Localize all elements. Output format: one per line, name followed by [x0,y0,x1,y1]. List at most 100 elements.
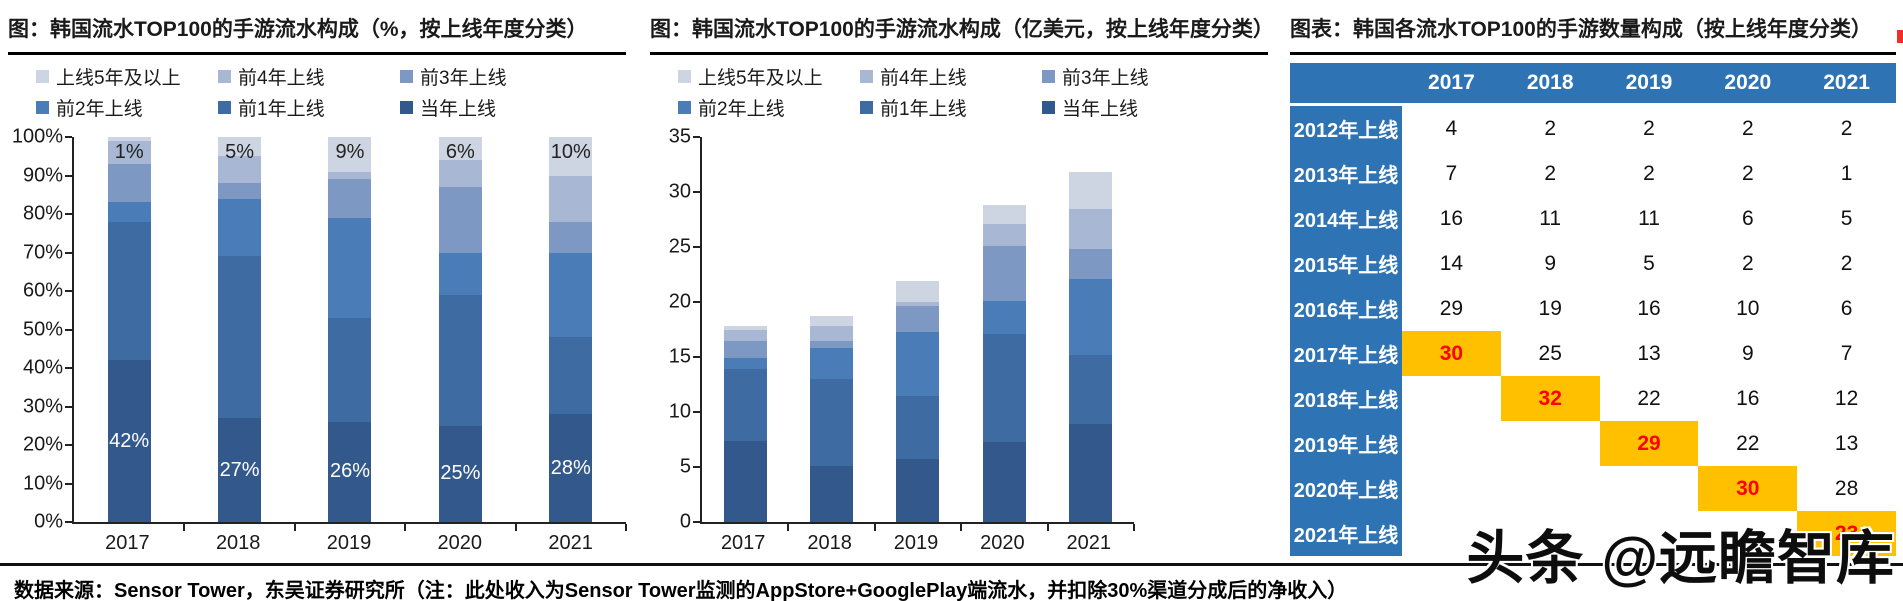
legend-label: 前1年上线 [238,99,325,120]
legend-swatch-icon [860,70,873,83]
x-axis-tick [404,524,407,531]
x-axis-category-label: 2017 [720,532,766,554]
table-header-corner-cell [1290,63,1402,106]
legend-label: 上线5年及以上 [698,68,823,89]
legend-label: 前2年上线 [56,99,143,120]
bar-bottom-value-label: 26% [329,460,370,483]
x-axis-category-label: 2019 [893,532,939,554]
value-cell: 6 [1797,286,1896,331]
value-cell: 29 [1402,286,1501,331]
bar-top-value-label: 9% [335,141,365,163]
table-header-year-cell: 2021 [1797,63,1896,106]
value-cell: 14 [1402,241,1501,286]
y-axis-tick [693,301,700,303]
table-row: 2016年上线 29 19 16 10 6 [1290,286,1896,331]
legend-item: 前4年上线 [218,63,400,90]
row-label-cell: 2014年上线 [1290,196,1402,241]
stacked-bar-2019 [896,137,940,522]
bar-segment [810,316,854,327]
bar-segment [723,329,767,341]
table-row: 2014年上线 16 11 11 6 5 [1290,196,1896,241]
value-cell [1599,466,1699,511]
table-row: 2012年上线 4 2 2 2 2 [1290,104,1896,151]
value-cell [1402,511,1501,556]
bar-segment [549,252,593,338]
bars-container [702,137,1134,522]
value-cell: 2 [1599,104,1699,151]
x-axis-category-label: 2017 [105,532,150,554]
stacked-bar-chart-usd: 35 30 25 20 15 10 5 0 2017 2018 2019 2020 2021 [650,126,1268,555]
legend-revenue-share: 上线5年及以上 前4年上线 前3年上线 前2年上线 前1年上线 当年上线 [8,55,626,121]
stacked-bar-chart-percent: 100% 90% 80% 70% 60% 50% 40% 30% 20% 10% 0% 42% 1% 2… [8,126,627,555]
bar-segment [328,317,372,422]
bar-segment [723,440,767,522]
bar-segment [218,256,262,419]
bar-segment [107,137,151,141]
panel-game-count-table: 图表：韩国各流水TOP100的手游数量构成（按上线年度分类） 2017 2018 2… [1290,6,1896,556]
bar-bottom-value-label: 42% [109,429,150,452]
source-note: 数据来源：Sensor Tower，东吴证券研究所（注：此处收入为Sensor … [14,580,1348,601]
value-cell: 2 [1698,104,1798,151]
y-axis-tick [693,411,700,413]
bar-segment [438,294,482,426]
table-header-row: 2017 2018 2019 2020 2021 [1290,63,1896,106]
value-cell: 22 [1698,421,1798,466]
x-axis-years: 2017 2018 2019 2020 2021 [72,524,626,555]
x-axis-tick [1046,524,1049,531]
footer-divider [0,563,1903,566]
stacked-bar-2017: 42% 1% [107,137,151,522]
bar-segment [982,205,1026,224]
bar-segment [218,183,262,199]
stacked-bar-2018: 27% 5% [218,137,262,522]
x-axis-category-label: 2020 [437,532,483,554]
legend-item: 当年上线 [1042,94,1224,121]
y-axis-tick [65,213,72,215]
table-row: 2019年上线 29 22 13 [1290,421,1896,466]
value-cell: 12 [1797,376,1896,421]
y-axis-tick [65,444,72,446]
legend-label: 当年上线 [1062,99,1139,120]
stacked-bar-2017 [723,137,767,522]
y-axis-tick [65,367,72,369]
legend-item: 前3年上线 [1042,63,1224,90]
legend-item: 前2年上线 [36,94,218,121]
bar-segment [1069,424,1113,522]
row-label-cell: 2016年上线 [1290,286,1402,331]
y-axis-tick [65,482,72,485]
legend-item: 前1年上线 [860,94,1042,121]
bar-segment [723,326,767,330]
legend-swatch-icon [1042,101,1055,114]
y-axis-tick [65,328,72,331]
bar-segment [896,306,940,332]
plot-area-usd [693,136,1135,531]
value-cell: 5 [1797,196,1896,241]
bar-segment [982,300,1026,334]
value-cell: 11 [1599,196,1699,241]
table-header: 2017 2018 2019 2020 2021 [1290,63,1896,106]
y-axis-tick [693,136,700,138]
value-cell: 9 [1698,331,1798,376]
legend-label: 前1年上线 [880,99,967,120]
y-axis-tick-label: 10 [668,400,691,423]
y-axis-tick [693,191,700,193]
value-cell [1698,511,1798,556]
y-axis-tick-label: 60% [22,279,63,302]
bar-segment [328,217,372,318]
table-body: 2012年上线 4 2 2 2 2 2013年上线 7 2 2 2 1 2014年上线 16 11 11 6 5 2… [1290,104,1896,556]
stacked-bar-2021: 28% 10% [549,137,593,522]
bar-bottom-value-label: 28% [550,456,591,479]
bar-segment [218,137,262,157]
bar-segment [218,198,262,257]
legend-swatch-icon [678,101,691,114]
legend-item: 上线5年及以上 [678,63,860,90]
legend-label: 上线5年及以上 [56,68,181,89]
bar-segment [328,137,372,172]
x-axis-years: 2017 2018 2019 2020 2021 [700,524,1132,555]
value-cell-highlighted: 29 [1599,421,1699,466]
legend-item: 上线5年及以上 [36,63,218,90]
bar-segment [438,187,482,253]
value-cell [1599,511,1699,556]
y-axis-tick-label: 5 [679,455,691,478]
x-axis-category-label: 2018 [807,532,852,554]
